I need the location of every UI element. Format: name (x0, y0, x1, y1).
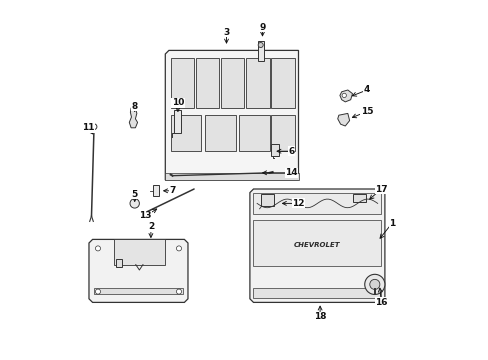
Bar (170, 58, 194, 108)
Bar (253, 220, 381, 266)
Text: CHEVROLET: CHEVROLET (294, 242, 340, 248)
Bar (271, 115, 294, 151)
Bar (94, 288, 182, 294)
Text: 7: 7 (169, 186, 175, 195)
Bar (271, 58, 294, 108)
Bar (174, 110, 181, 133)
Text: 3: 3 (223, 28, 229, 37)
Circle shape (95, 289, 101, 294)
Text: 5: 5 (131, 190, 138, 199)
Bar (165, 173, 298, 180)
Text: 9: 9 (259, 22, 265, 31)
Polygon shape (337, 113, 349, 126)
Bar (116, 259, 122, 267)
Bar (239, 115, 269, 151)
Polygon shape (89, 239, 187, 302)
Circle shape (176, 289, 181, 294)
Circle shape (342, 93, 346, 98)
Text: 1: 1 (388, 219, 394, 228)
Polygon shape (165, 50, 298, 180)
Bar (253, 288, 381, 298)
Circle shape (95, 246, 101, 251)
Text: 2: 2 (147, 222, 154, 231)
Polygon shape (249, 189, 384, 302)
Text: 10: 10 (171, 98, 183, 107)
Text: 15: 15 (360, 107, 372, 116)
Polygon shape (129, 108, 137, 128)
Text: 13: 13 (139, 211, 151, 220)
Bar (152, 185, 159, 196)
Circle shape (369, 279, 379, 289)
Text: 16: 16 (374, 298, 387, 307)
Text: 14: 14 (285, 168, 297, 177)
Bar (246, 58, 269, 108)
Circle shape (364, 274, 384, 294)
Bar (253, 193, 381, 214)
Bar (260, 194, 274, 206)
Bar (257, 41, 263, 61)
Bar (271, 144, 279, 156)
Bar (170, 115, 201, 151)
Text: 4: 4 (363, 85, 369, 94)
Circle shape (176, 246, 181, 251)
Bar (221, 58, 244, 108)
Bar (196, 58, 219, 108)
Text: 12: 12 (292, 199, 304, 208)
Text: 17: 17 (374, 184, 387, 194)
Text: 8: 8 (131, 102, 138, 111)
Circle shape (130, 199, 139, 208)
Circle shape (91, 124, 97, 130)
Text: 6: 6 (287, 147, 294, 156)
Circle shape (258, 42, 263, 48)
Bar (204, 115, 235, 151)
Text: 11: 11 (81, 123, 94, 132)
Text: 18: 18 (313, 312, 325, 321)
Polygon shape (339, 90, 352, 102)
Bar (114, 239, 164, 265)
Bar (352, 194, 366, 202)
